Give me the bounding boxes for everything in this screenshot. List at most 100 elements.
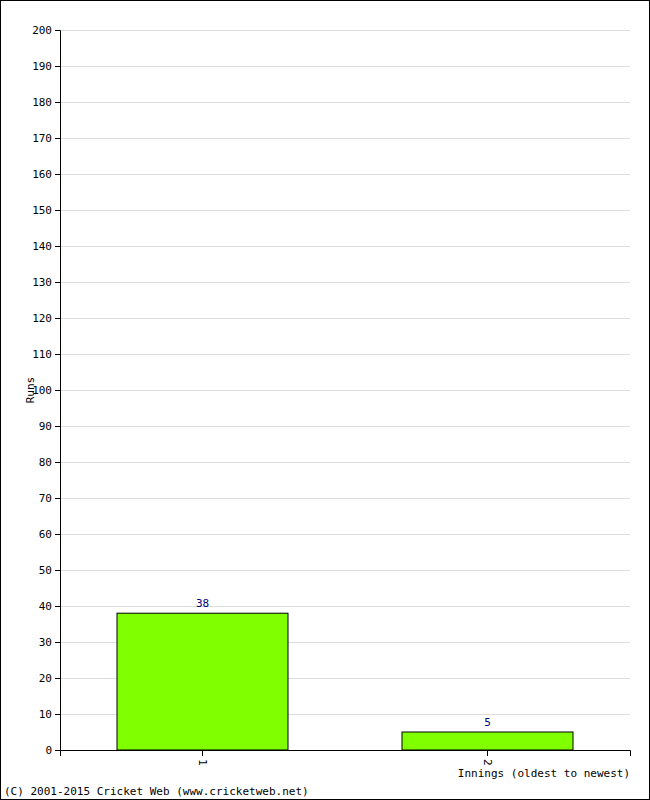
y-tick: 170 <box>32 132 60 145</box>
y-tick-label: 120 <box>32 312 52 325</box>
y-tick-label: 40 <box>39 600 52 613</box>
grid-line <box>60 534 630 535</box>
y-tick-label: 170 <box>32 132 52 145</box>
y-tick-label: 160 <box>32 168 52 181</box>
y-tick: 160 <box>32 168 60 181</box>
y-tick: 60 <box>39 528 60 541</box>
y-axis-title: Runs <box>24 377 37 404</box>
y-tick-mark <box>55 462 60 463</box>
y-tick-mark <box>55 318 60 319</box>
y-tick: 190 <box>32 60 60 73</box>
grid-line <box>60 282 630 283</box>
plot: 0102030405060708090100110120130140150160… <box>32 24 630 766</box>
y-tick: 80 <box>39 456 60 469</box>
copyright: (C) 2001-2015 Cricket Web (www.cricketwe… <box>4 785 309 798</box>
y-tick-mark <box>55 534 60 535</box>
y-tick-mark <box>55 30 60 31</box>
x-axis-line <box>61 751 631 757</box>
y-tick-label: 70 <box>39 492 52 505</box>
y-tick-mark <box>55 714 60 715</box>
y-tick-mark <box>55 210 60 211</box>
x-tick: 1 <box>196 750 209 766</box>
y-tick-mark <box>55 138 60 139</box>
y-tick-label: 150 <box>32 204 52 217</box>
bar <box>117 613 288 750</box>
x-axis: 12 <box>61 750 631 766</box>
x-tick: 2 <box>481 750 494 766</box>
grid-line <box>60 246 630 247</box>
x-tick-label: 1 <box>196 759 209 766</box>
y-tick: 110 <box>32 348 60 361</box>
y-tick: 120 <box>32 312 60 325</box>
grid-line <box>60 354 630 355</box>
y-tick: 40 <box>39 600 60 613</box>
y-tick-mark <box>55 498 60 499</box>
x-tick-label: 2 <box>481 759 494 766</box>
data-label: 5 <box>484 716 491 729</box>
x-tick-mark <box>202 750 203 756</box>
x-tick-mark <box>487 750 488 756</box>
y-tick-mark <box>55 678 60 679</box>
grid-line <box>60 606 630 607</box>
y-tick-label: 10 <box>39 708 52 721</box>
grid-line <box>60 210 630 211</box>
y-tick: 150 <box>32 204 60 217</box>
border <box>1 1 650 800</box>
y-tick-mark <box>55 102 60 103</box>
data-labels: 38 5 <box>196 597 491 729</box>
y-tick-mark <box>55 606 60 607</box>
bar <box>402 732 573 750</box>
y-tick-label: 90 <box>39 420 52 433</box>
grid-line <box>60 30 630 31</box>
y-tick-mark <box>55 354 60 355</box>
grid-line <box>60 318 630 319</box>
y-tick-mark <box>55 282 60 283</box>
y-tick: 70 <box>39 492 60 505</box>
y-tick-label: 140 <box>32 240 52 253</box>
grid-line <box>60 66 630 67</box>
y-tick: 180 <box>32 96 60 109</box>
bars <box>117 613 573 750</box>
y-tick-mark <box>55 66 60 67</box>
y-tick-mark <box>55 426 60 427</box>
y-tick-label: 60 <box>39 528 52 541</box>
chart: 0102030405060708090100110120130140150160… <box>0 0 650 800</box>
y-tick-mark <box>55 174 60 175</box>
grid-line <box>60 498 630 499</box>
y-tick: 90 <box>39 420 60 433</box>
y-tick: 10 <box>39 708 60 721</box>
y-tick-mark <box>55 390 60 391</box>
grid-line <box>60 462 630 463</box>
y-tick-label: 20 <box>39 672 52 685</box>
y-tick: 200 <box>32 24 60 37</box>
grid-line <box>60 570 630 571</box>
y-tick-label: 200 <box>32 24 52 37</box>
y-tick-label: 80 <box>39 456 52 469</box>
data-label: 38 <box>196 597 209 610</box>
y-tick-label: 180 <box>32 96 52 109</box>
y-tick: 20 <box>39 672 60 685</box>
y-tick-label: 190 <box>32 60 52 73</box>
y-tick-label: 30 <box>39 636 52 649</box>
grid-line <box>60 138 630 139</box>
y-tick-label: 0 <box>45 744 52 757</box>
y-tick-mark <box>55 750 60 751</box>
grid-line <box>60 174 630 175</box>
y-tick-mark <box>55 570 60 571</box>
y-tick-label: 130 <box>32 276 52 289</box>
y-tick: 30 <box>39 636 60 649</box>
y-tick-mark <box>55 246 60 247</box>
y-tick: 50 <box>39 564 60 577</box>
grid-line <box>60 390 630 391</box>
y-tick: 130 <box>32 276 60 289</box>
y-tick: 140 <box>32 240 60 253</box>
y-tick: 0 <box>45 744 60 757</box>
grid-line <box>60 426 630 427</box>
grid-line <box>60 102 630 103</box>
y-axis-line <box>55 31 61 751</box>
y-tick-label: 50 <box>39 564 52 577</box>
grid <box>60 31 630 751</box>
y-tick-mark <box>55 642 60 643</box>
y-tick-label: 110 <box>32 348 52 361</box>
x-axis-title: Innings (oldest to newest) <box>458 767 630 780</box>
